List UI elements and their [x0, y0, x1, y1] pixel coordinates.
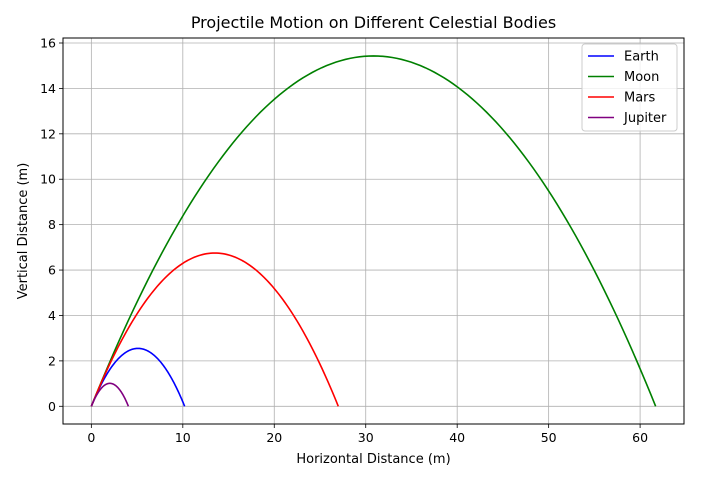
x-tick-label: 60	[632, 430, 648, 445]
y-tick-label: 2	[48, 353, 56, 368]
x-tick-label: 30	[358, 430, 374, 445]
legend-label-moon: Moon	[624, 70, 659, 85]
y-tick-label: 4	[48, 308, 56, 323]
y-tick-label: 6	[48, 263, 56, 278]
series-line-jupiter	[90, 382, 130, 407]
y-tick-label: 12	[40, 126, 56, 141]
legend-frame	[581, 43, 678, 132]
plot-area	[62, 37, 685, 425]
series-line-moon	[90, 55, 657, 407]
grid-layer	[63, 38, 684, 424]
x-tick-label: 10	[175, 430, 191, 445]
series-line-earth	[90, 347, 186, 407]
x-tick-label: 0	[87, 430, 95, 445]
series-line-mars	[90, 252, 340, 407]
y-axis-title: Vertical Distance (m)	[16, 163, 31, 300]
y-tick-label: 8	[48, 217, 56, 232]
chart-title: Projectile Motion on Different Celestial…	[191, 13, 556, 32]
tick-layer: 0 10 20 30 40 50 60 0 2 4 6 8 10 12 14 16	[40, 35, 648, 445]
series-layer	[90, 55, 657, 407]
x-tick-label: 40	[449, 430, 465, 445]
x-tick-label: 50	[541, 430, 557, 445]
x-tick-label: 20	[266, 430, 282, 445]
y-tick-label: 14	[40, 81, 56, 96]
y-tick-label: 0	[48, 399, 56, 414]
legend-items: Earth Moon Mars Jupiter	[588, 50, 667, 126]
y-tick-label: 16	[40, 35, 56, 50]
x-axis-title: Horizontal Distance (m)	[296, 452, 450, 467]
legend-label-mars: Mars	[624, 91, 656, 106]
legend-label-earth: Earth	[624, 50, 659, 65]
y-tick-label: 10	[40, 172, 56, 187]
legend-label-jupiter: Jupiter	[623, 111, 667, 126]
legend: Earth Moon Mars Jupiter	[581, 43, 678, 132]
